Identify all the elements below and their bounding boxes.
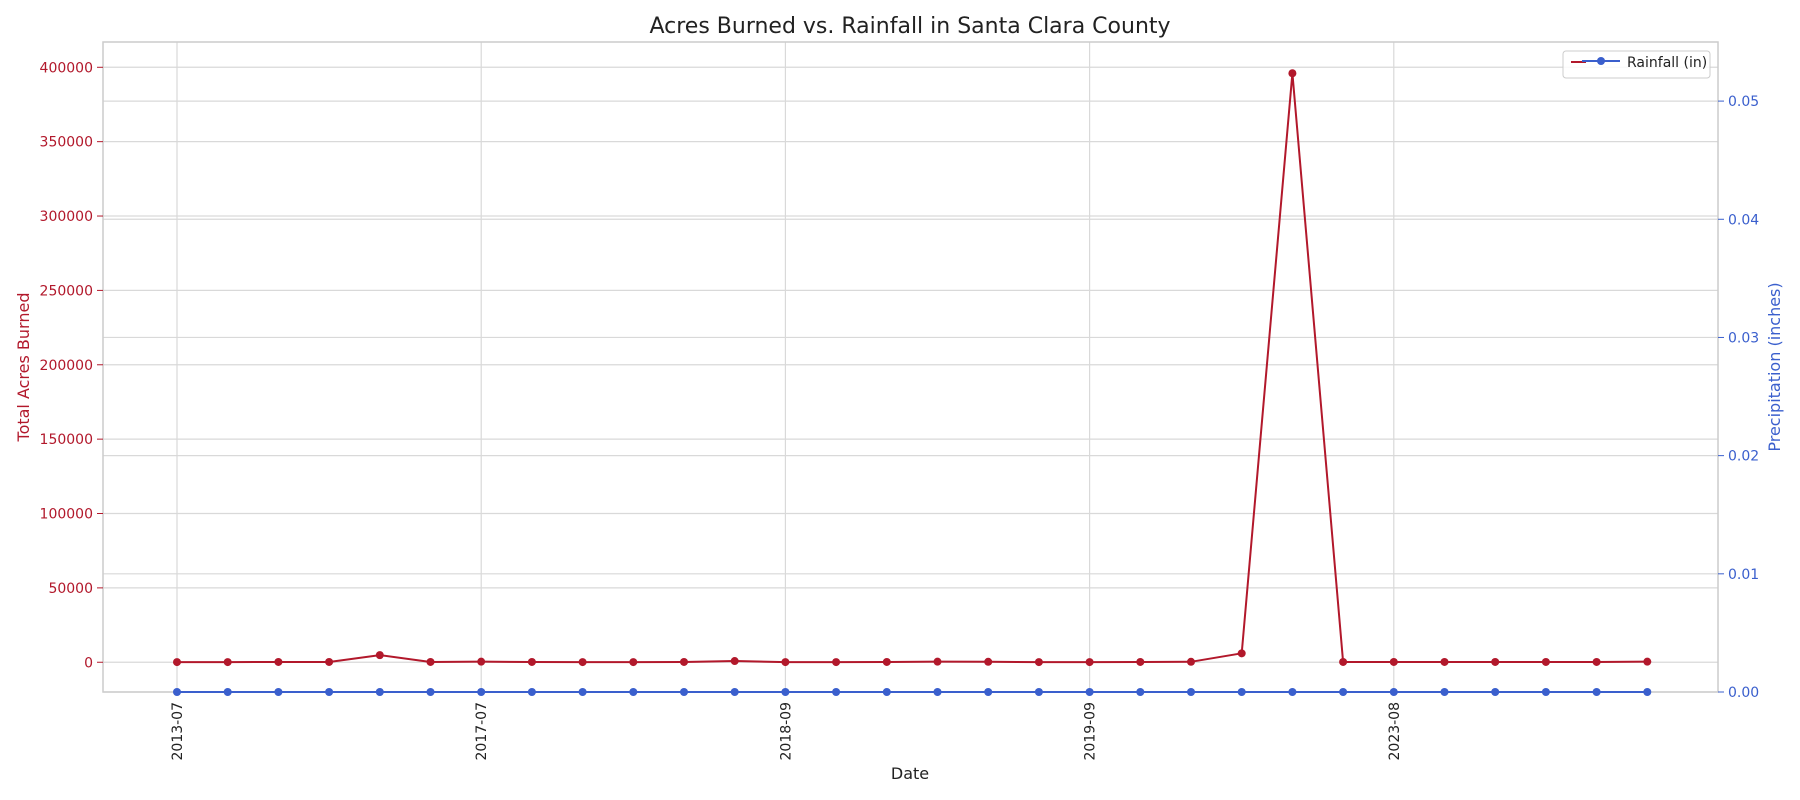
data-point-rainfall — [1592, 688, 1601, 696]
data-point-rainfall — [1034, 688, 1043, 696]
data-point-acres-burned — [578, 658, 587, 667]
data-point-acres-burned — [1440, 657, 1449, 666]
data-point-acres-burned — [1389, 657, 1398, 666]
data-point-acres-burned — [832, 658, 841, 667]
data-point-acres-burned — [1085, 658, 1094, 667]
data-point-rainfall — [477, 688, 486, 696]
data-point-rainfall — [578, 688, 587, 696]
data-point-acres-burned — [680, 657, 688, 666]
left-tick-label: 250000 — [40, 283, 93, 299]
data-point-rainfall — [223, 688, 232, 696]
right-tick-label: 0.05 — [1728, 94, 1759, 110]
data-point-rainfall — [781, 688, 790, 696]
data-point-rainfall — [984, 688, 993, 696]
left-tick-label: 0 — [84, 655, 93, 671]
data-point-acres-burned — [1592, 657, 1601, 666]
data-point-rainfall — [426, 688, 435, 696]
data-point-acres-burned — [629, 658, 638, 667]
legend-label-rainfall: Rainfall (in) — [1627, 55, 1707, 71]
left-axis-label: Total Acres Burned — [14, 293, 33, 443]
right-tick-label: 0.02 — [1728, 449, 1759, 465]
left-tick-label: 350000 — [40, 135, 93, 151]
data-point-acres-burned — [375, 651, 384, 660]
data-point-rainfall — [1491, 688, 1500, 696]
data-point-acres-burned — [1643, 657, 1652, 666]
data-point-rainfall — [882, 688, 891, 696]
data-point-acres-burned — [173, 658, 181, 667]
data-point-rainfall — [629, 688, 638, 696]
grid-x — [176, 42, 1395, 692]
data-point-acres-burned — [730, 657, 739, 666]
data-point-rainfall — [1339, 688, 1348, 696]
x-axis-ticks: 2013-07 2017-07 2018-09 2019-09 2023-08 — [170, 702, 1403, 761]
series-line-acres-burned — [177, 73, 1648, 664]
data-point-acres-burned — [527, 657, 536, 666]
data-point-acres-burned — [933, 657, 942, 666]
data-point-rainfall — [325, 688, 334, 696]
x-axis-label: Date — [891, 764, 929, 783]
grid-left — [103, 66, 1718, 663]
data-point-acres-burned — [1187, 657, 1195, 666]
data-point-acres-burned — [882, 657, 891, 666]
data-point-rainfall — [1541, 688, 1550, 696]
data-point-acres-burned — [477, 657, 486, 666]
legend-marker-rainfall — [1597, 57, 1605, 65]
data-point-rainfall — [1643, 688, 1652, 696]
data-point-acres-burned — [781, 658, 790, 667]
right-axis-ticks: 0.00 0.01 0.02 0.03 0.04 0.05 — [1718, 94, 1759, 701]
right-tick-label: 0.00 — [1728, 685, 1759, 701]
data-point-acres-burned — [1339, 657, 1348, 666]
right-tick-label: 0.01 — [1728, 567, 1759, 583]
data-point-rainfall — [375, 688, 384, 696]
right-tick-label: 0.03 — [1728, 330, 1759, 346]
data-point-rainfall — [527, 688, 536, 696]
x-tick-label: 2018-09 — [778, 702, 794, 761]
data-point-rainfall — [680, 688, 688, 696]
x-tick-label: 2013-07 — [170, 702, 186, 761]
x-tick-label: 2019-09 — [1083, 702, 1099, 761]
data-point-rainfall — [1187, 688, 1195, 696]
data-point-acres-burned — [1034, 658, 1043, 667]
left-tick-label: 400000 — [40, 60, 93, 76]
legend: Rainfall (in) — [1562, 50, 1711, 79]
data-point-rainfall — [274, 688, 283, 696]
data-point-acres-burned — [1541, 657, 1550, 666]
series-layer — [173, 69, 1652, 696]
data-point-rainfall — [1288, 688, 1297, 696]
data-point-rainfall — [832, 688, 841, 696]
data-point-acres-burned — [1491, 657, 1500, 666]
right-tick-label: 0.04 — [1728, 212, 1759, 228]
data-point-acres-burned — [426, 657, 435, 666]
data-point-acres-burned — [274, 657, 283, 666]
data-point-acres-burned — [1237, 649, 1246, 658]
data-point-rainfall — [730, 688, 739, 696]
left-tick-label: 300000 — [40, 209, 93, 225]
data-point-acres-burned — [1136, 657, 1145, 666]
left-tick-label: 150000 — [40, 432, 93, 448]
right-axis-label: Precipitation (inches) — [1765, 282, 1784, 451]
data-point-rainfall — [1085, 688, 1094, 696]
data-point-rainfall — [1237, 688, 1246, 696]
chart-title: Acres Burned vs. Rainfall in Santa Clara… — [649, 14, 1170, 39]
left-tick-label: 50000 — [48, 581, 93, 597]
x-tick-label: 2017-07 — [474, 702, 490, 761]
x-tick-label: 2023-08 — [1387, 702, 1403, 761]
data-point-rainfall — [933, 688, 942, 696]
left-tick-label: 200000 — [40, 358, 93, 374]
data-point-rainfall — [1389, 688, 1398, 696]
left-tick-label: 100000 — [40, 507, 93, 523]
left-axis-ticks: 0 50000 100000 150000 200000 250000 300000 3500… — [40, 60, 103, 671]
data-point-acres-burned — [325, 657, 334, 666]
data-point-acres-burned — [1288, 69, 1297, 78]
data-point-rainfall — [1440, 688, 1449, 696]
data-point-acres-burned — [984, 657, 993, 666]
data-point-rainfall — [173, 688, 181, 696]
data-point-rainfall — [1136, 688, 1145, 696]
data-point-acres-burned — [223, 658, 232, 667]
plot-background — [103, 42, 1718, 692]
